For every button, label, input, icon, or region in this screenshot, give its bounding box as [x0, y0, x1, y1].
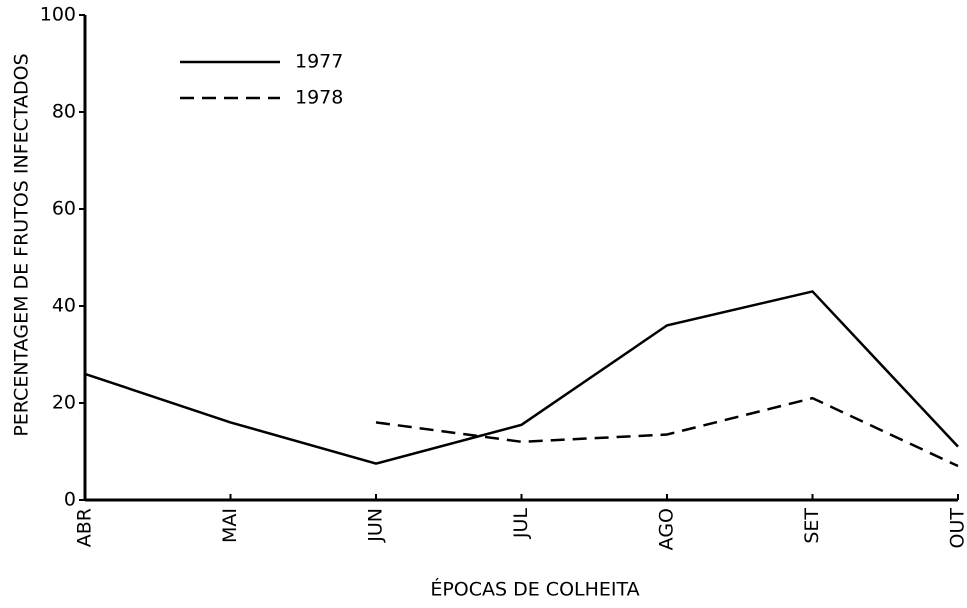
x-tick-label: ABR [74, 508, 96, 547]
legend-label: 1978 [295, 87, 343, 109]
x-tick-label: SET [801, 508, 823, 544]
x-axis-label: ÉPOCAS DE COLHEITA [430, 578, 639, 601]
legend-label: 1977 [295, 51, 343, 73]
y-tick-label: 0 [64, 489, 76, 511]
y-tick-label: 40 [52, 295, 76, 317]
y-axis-label: PERCENTAGEM DE FRUTOS INFECTADOS [11, 53, 33, 436]
x-tick-label: AGO [656, 508, 678, 550]
line-series [84, 290, 959, 465]
x-tick-label: JUN [365, 508, 387, 543]
y-tick-label: 100 [40, 4, 76, 26]
x-tick-label: MAI [219, 508, 241, 543]
x-tick-label: JUL [510, 508, 532, 540]
y-tick-label: 60 [52, 198, 76, 220]
line-series [375, 396, 959, 468]
y-tick-label: 80 [52, 101, 76, 123]
x-tick-label: OUT [947, 508, 967, 549]
y-tick-label: 20 [52, 392, 76, 414]
